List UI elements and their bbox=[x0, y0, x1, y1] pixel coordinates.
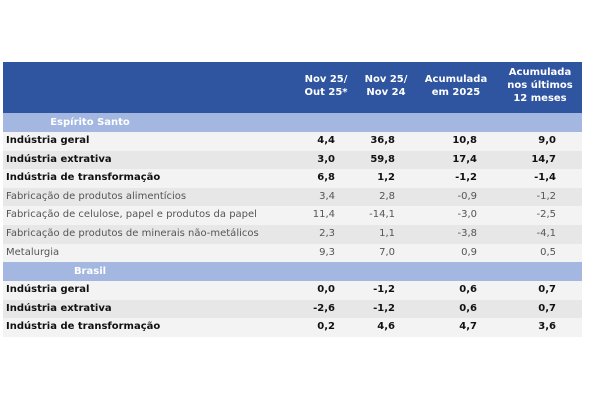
table-row: Indústria de transformação 6,8 1,2 -1,2 -1,4 bbox=[3, 169, 582, 188]
row-value: -14,1 bbox=[369, 209, 395, 221]
row-label: Fabricação de celulose, papel e produtos… bbox=[6, 209, 257, 221]
table-row: Fabricação de produtos alimentícios 3,4 2,… bbox=[3, 187, 582, 207]
row-label: Indústria de transformação bbox=[6, 321, 161, 333]
row-value: 9,0 bbox=[538, 135, 556, 146]
table-row: Fabricação de celulose, papel e produtos… bbox=[3, 206, 582, 225]
row-label: Fabricação de produtos alimentícios bbox=[6, 190, 187, 202]
col-header-year-over-year: Nov 25/ Nov 24 bbox=[364, 74, 408, 98]
row-value: 1,1 bbox=[379, 227, 395, 239]
industrial-production-table: Nov 25/ Out 25* Nov 25/ Nov 24 Acumulada… bbox=[3, 62, 582, 337]
row-value: 7,0 bbox=[379, 246, 395, 258]
row-value: 2,8 bbox=[379, 190, 395, 202]
row-value: 0,7 bbox=[538, 302, 556, 314]
row-value: 3,6 bbox=[538, 321, 556, 333]
row-label: Fabricação de produtos de minerais não-m… bbox=[6, 227, 259, 239]
row-value: 0,9 bbox=[461, 246, 477, 258]
row-value: -3,0 bbox=[457, 209, 477, 221]
row-value: -0,9 bbox=[457, 190, 477, 202]
row-label: Indústria extrativa bbox=[6, 153, 112, 165]
row-value: -1,2 bbox=[373, 302, 395, 314]
row-value: 0,0 bbox=[317, 284, 335, 296]
row-value: 0,7 bbox=[538, 284, 556, 296]
section-title: Espírito Santo bbox=[50, 117, 130, 128]
row-value: 1,2 bbox=[377, 172, 395, 184]
table-row: Indústria geral 0,0 -1,2 0,6 0,7 bbox=[3, 281, 582, 300]
row-value: -2,5 bbox=[536, 209, 556, 221]
table-row: Indústria de transformação 0,2 4,6 4,7 3,6 bbox=[3, 318, 582, 337]
row-value: 36,8 bbox=[370, 135, 395, 146]
row-value: 0,6 bbox=[459, 302, 477, 314]
row-value: 14,7 bbox=[531, 153, 556, 165]
row-value: 9,3 bbox=[319, 246, 335, 258]
row-value: 10,8 bbox=[452, 135, 477, 146]
table-row: Metalurgia 9,3 7,0 0,9 0,5 bbox=[3, 243, 582, 263]
row-value: -3,8 bbox=[457, 227, 477, 239]
section-title: Brasil bbox=[73, 266, 107, 278]
row-value: 3,0 bbox=[317, 153, 335, 165]
row-value: 3,4 bbox=[319, 190, 335, 202]
row-value: 4,7 bbox=[459, 321, 477, 333]
row-label: Indústria geral bbox=[6, 135, 90, 146]
row-value: 0,2 bbox=[317, 321, 335, 333]
row-value: -1,2 bbox=[536, 190, 556, 202]
row-value: 4,4 bbox=[317, 135, 335, 146]
row-value: 6,8 bbox=[317, 172, 335, 184]
row-value: 11,4 bbox=[312, 209, 335, 221]
row-value: -4,1 bbox=[536, 227, 556, 239]
col-header-12-months: Acumulada nos últimos 12 meses bbox=[507, 67, 573, 104]
row-value: 59,8 bbox=[370, 153, 395, 165]
row-label: Indústria de transformação bbox=[6, 172, 161, 184]
table-row: Indústria extrativa -2,6 -1,2 0,6 0,7 bbox=[3, 299, 582, 319]
row-label: Indústria geral bbox=[6, 284, 90, 296]
row-value: -2,6 bbox=[313, 302, 335, 314]
row-value: 17,4 bbox=[452, 153, 477, 165]
row-value: -1,2 bbox=[455, 172, 477, 184]
row-value: -1,2 bbox=[373, 284, 395, 296]
row-value: 0,5 bbox=[540, 246, 556, 258]
row-value: 4,6 bbox=[377, 321, 395, 333]
table-row: Fabricação de produtos de minerais não-m… bbox=[3, 224, 582, 244]
col-header-month-over-month: Nov 25/ Out 25* bbox=[304, 74, 348, 98]
col-header-ytd: Acumulada em 2025 bbox=[424, 74, 488, 98]
table-row: Indústria geral 4,4 36,8 10,8 9,0 bbox=[3, 132, 582, 151]
row-value: 2,3 bbox=[319, 227, 335, 239]
section-header: Espírito Santo bbox=[3, 113, 582, 132]
table-header: Nov 25/ Out 25* Nov 25/ Nov 24 Acumulada… bbox=[3, 62, 582, 113]
table-row: Indústria extrativa 3,0 59,8 17,4 14,7 bbox=[3, 150, 582, 170]
section-header: Brasil bbox=[3, 262, 582, 282]
row-label: Indústria extrativa bbox=[6, 302, 112, 314]
row-label: Metalurgia bbox=[6, 246, 60, 258]
row-value: -1,4 bbox=[534, 172, 556, 184]
row-value: 0,6 bbox=[459, 284, 477, 296]
